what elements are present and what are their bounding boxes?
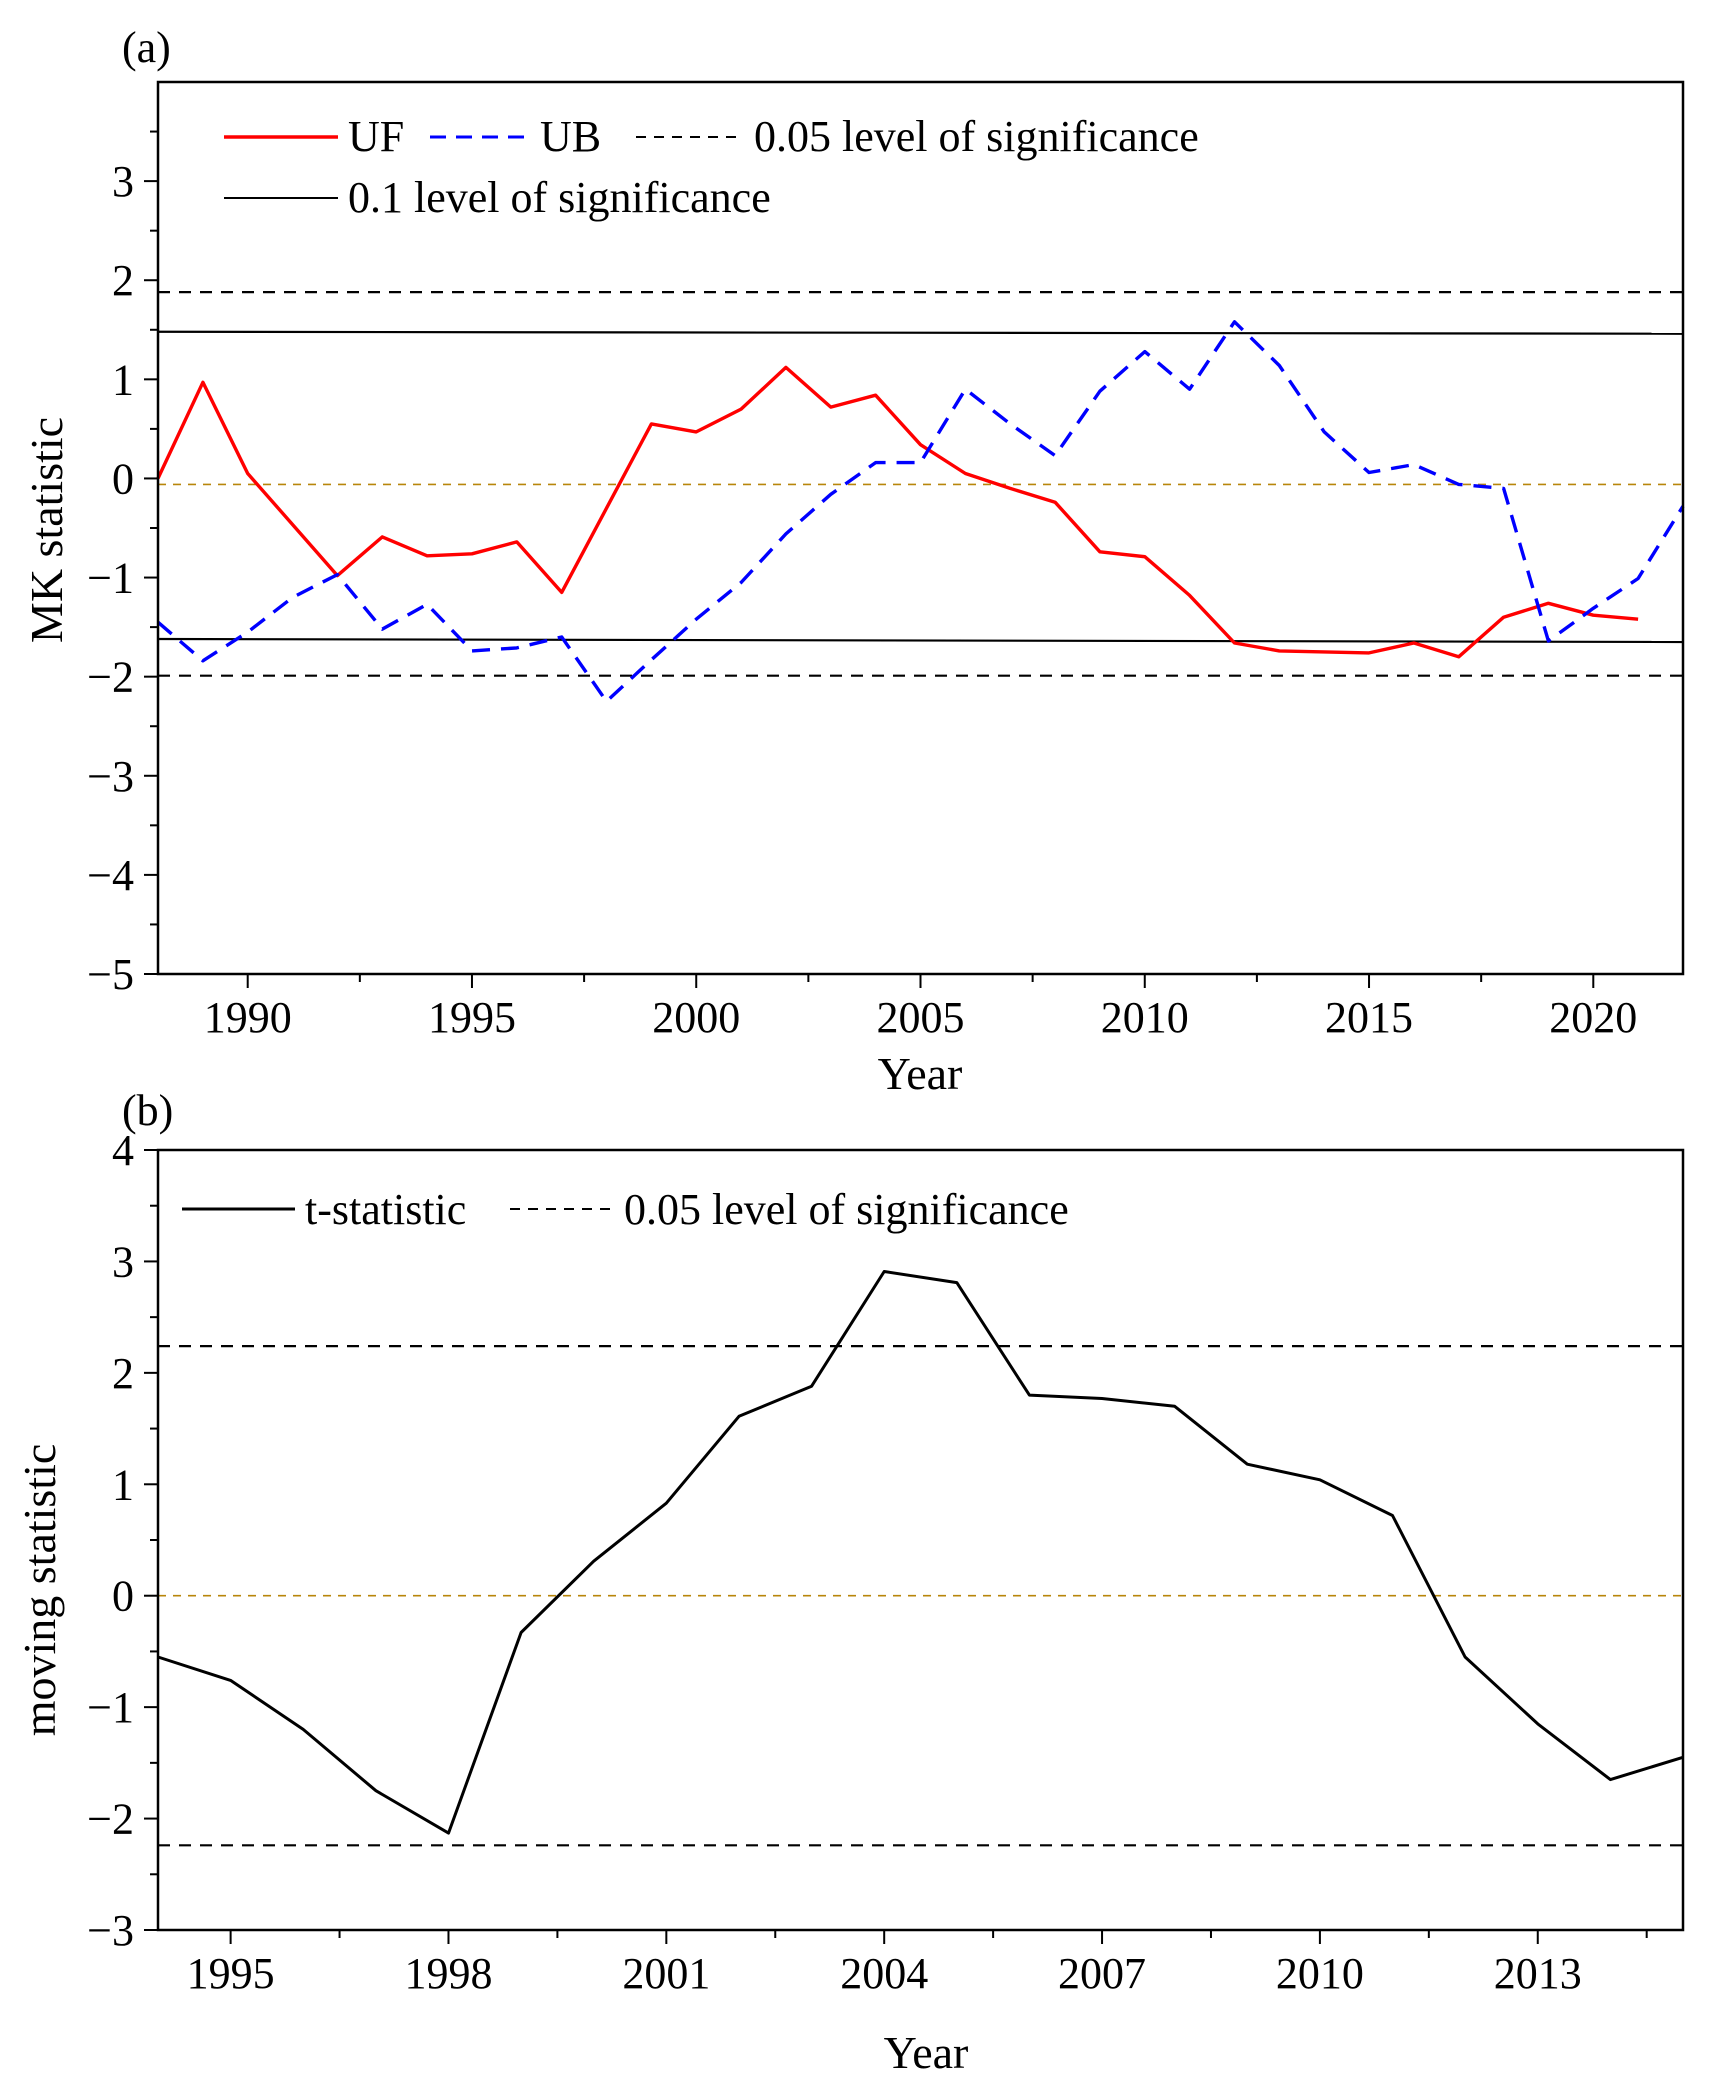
axes-b: 1995 1998 2001 2004 2007 2010 2013 −3 −2 −1 0 1 2 3 4 [87, 1126, 1685, 1998]
legend-label-ub: UB [540, 112, 601, 161]
panel-label-a: (a) [122, 23, 171, 72]
x-axis-title-b: Year [884, 2027, 969, 2078]
legend-a: UF UB 0.05 level of significance 0.1 lev… [224, 112, 1199, 222]
y-tick-label: −2 [87, 1795, 134, 1844]
y-tick-label: −5 [87, 950, 134, 999]
x-tick-label: 2010 [1101, 993, 1189, 1042]
x-tick-label: 2001 [622, 1949, 710, 1998]
y-tick-label: 1 [112, 355, 134, 404]
y-tick-label: 2 [112, 1349, 134, 1398]
series-group-b [157, 1270, 1684, 1835]
y-tick-label: 3 [112, 1237, 134, 1286]
y-tick-label: 0 [112, 454, 134, 503]
x-tick-label: 2015 [1325, 993, 1413, 1042]
chart-panel-a: (a) Year MK statistic 1990 1995 2000 2005 20… [21, 23, 1685, 1099]
plot-frame [156, 1148, 1685, 1932]
y-tick-label: −1 [87, 1683, 134, 1732]
series-line-ub [156, 320, 1685, 704]
legend-label-sig005: 0.05 level of significance [754, 112, 1199, 161]
y-tick-label: −2 [87, 653, 134, 702]
series-line-t-statistic [157, 1270, 1684, 1835]
y-axis-title-a: MK statistic [21, 417, 72, 643]
legend-label-sig005-b: 0.05 level of significance [624, 1185, 1069, 1234]
y-tick-label: −1 [87, 554, 134, 603]
x-tick-label: 2013 [1494, 1949, 1582, 1998]
y-tick-label: −3 [87, 1906, 134, 1955]
reference-lines-a [157, 291, 1684, 677]
reference-line-3 [157, 637, 1684, 644]
x-tick-label: 1990 [204, 993, 292, 1042]
y-axis-title-b: moving statistic [14, 1444, 65, 1737]
axes-a: 1990 1995 2000 2005 2010 2015 2020 −5 −4 −3 −2 −1 0 1… [87, 80, 1685, 1042]
reference-lines-b [158, 1345, 1683, 1847]
legend-label-uf: UF [348, 112, 404, 161]
x-tick-label: 2005 [877, 993, 965, 1042]
series-group-a [156, 320, 1685, 704]
x-tick-label: 2000 [652, 993, 740, 1042]
x-tick-label: 2004 [840, 1949, 928, 1998]
y-tick-label: −3 [87, 752, 134, 801]
y-tick-label: 4 [112, 1126, 134, 1175]
y-tick-label: 3 [112, 157, 134, 206]
x-tick-label: 2007 [1058, 1949, 1146, 1998]
legend-label-sig01: 0.1 level of significance [348, 173, 771, 222]
legend-b: t-statistic 0.05 level of significance [182, 1185, 1069, 1234]
x-tick-label: 1995 [428, 993, 516, 1042]
y-tick-label: 0 [112, 1572, 134, 1621]
x-tick-label: 1995 [187, 1949, 275, 1998]
x-axis-title-a: Year [878, 1048, 963, 1099]
x-tick-label: 1998 [404, 1949, 492, 1998]
x-tick-label: 2020 [1549, 993, 1637, 1042]
y-tick-label: −4 [87, 851, 134, 900]
y-tick-label: 2 [112, 256, 134, 305]
series-line-uf [156, 365, 1639, 659]
reference-line-2 [157, 330, 1684, 335]
legend-label-tstat: t-statistic [305, 1185, 466, 1234]
chart-panel-b: (b) Year moving statistic 1995 1998 2001 20… [14, 1086, 1685, 2078]
y-tick-label: 1 [112, 1460, 134, 1509]
x-tick-label: 2010 [1276, 1949, 1364, 1998]
panel-label-b: (b) [122, 1086, 173, 1135]
